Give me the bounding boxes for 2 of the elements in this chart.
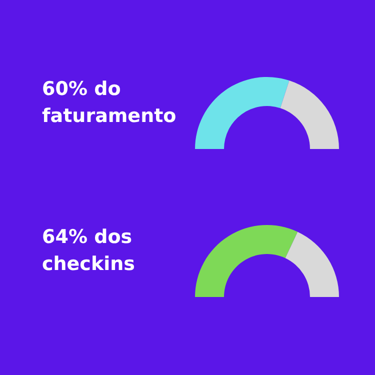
text: 60% do faturamento <box>42 77 178 129</box>
text: 64% dos checkins <box>42 225 136 277</box>
